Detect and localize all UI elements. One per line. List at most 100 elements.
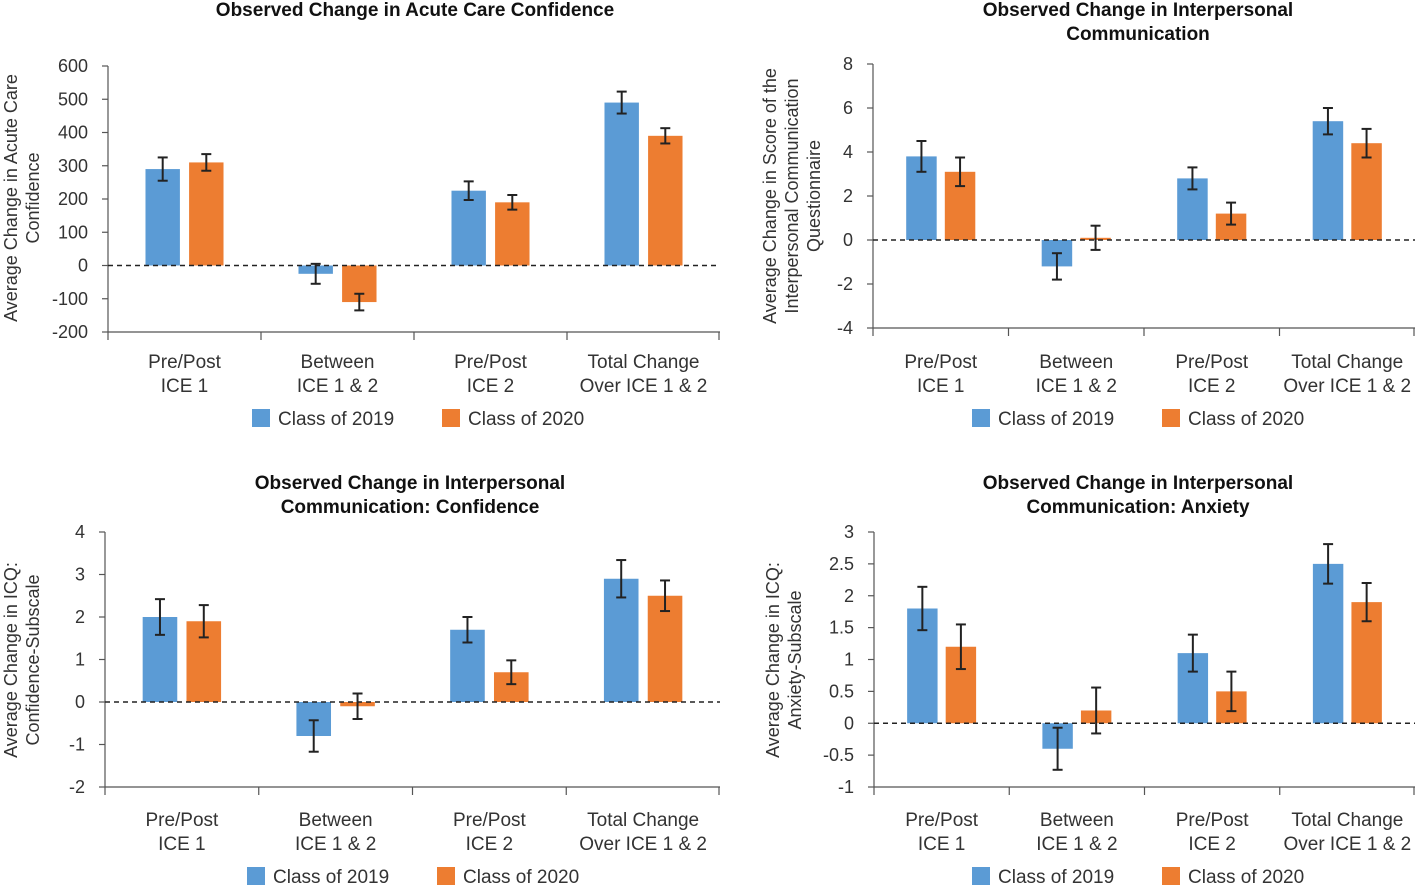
error-bar: [1090, 224, 1101, 251]
x-category-label: Pre/Post: [453, 810, 527, 831]
legend-label: Class of 2019: [998, 867, 1114, 888]
error-bar: [506, 659, 517, 686]
legend: Class of 2019 Class of 2020: [972, 867, 1304, 888]
error-bar: [916, 140, 927, 173]
error-bar: [1361, 127, 1372, 159]
x-category-label: Pre/Post: [1175, 352, 1249, 373]
x-category-label: ICE 2: [467, 376, 515, 397]
y-axis-label: Average Change in Acute Care: [1, 74, 21, 322]
y-tick-label: 6: [843, 98, 853, 118]
legend-swatch-class-2019: [972, 867, 990, 885]
chart-title: Communication: Anxiety: [1026, 497, 1250, 518]
x-category-label: Between: [1040, 810, 1114, 831]
legend: Class of 2019 Class of 2020: [252, 409, 584, 430]
legend-swatch-class-2020: [1162, 867, 1180, 885]
x-category-label: ICE 1 & 2: [1036, 834, 1117, 855]
x-category-label: ICE 1 & 2: [297, 376, 378, 397]
legend-label: Class of 2020: [1188, 867, 1304, 888]
error-bar: [1322, 107, 1333, 136]
y-tick-label: 300: [58, 156, 88, 176]
legend: Class of 2019 Class of 2020: [972, 409, 1304, 430]
x-category-label: Pre/Post: [1176, 810, 1250, 831]
y-axis-label: Confidence-Subscale: [23, 574, 43, 745]
error-bar: [1051, 252, 1062, 281]
y-tick-label: 2: [844, 586, 854, 606]
legend-label: Class of 2019: [998, 409, 1114, 430]
legend-label: Class of 2019: [278, 409, 394, 430]
x-category-label: ICE 1: [918, 834, 966, 855]
x-category-label: Between: [301, 352, 375, 373]
y-tick-label: 500: [58, 89, 88, 109]
x-category-label: ICE 2: [1188, 376, 1236, 397]
bar-class-2020: [1351, 602, 1382, 724]
chart-acute-care-confidence: Observed Change in Acute Care Confidence…: [1, 0, 720, 430]
x-category-label: Pre/Post: [148, 352, 222, 373]
chart-ic-confidence: Observed Change in Interpersonal Communic…: [1, 473, 720, 888]
error-bar: [1091, 686, 1102, 735]
x-category-label: Pre/Post: [904, 352, 978, 373]
x-category-label: Over ICE 1 & 2: [1283, 376, 1411, 397]
y-axis-label: Average Change in ICQ:: [1, 562, 21, 758]
error-bar: [1323, 543, 1334, 585]
y-tick-label: 100: [58, 222, 88, 242]
error-bar: [616, 90, 627, 115]
y-tick-label: 3: [75, 565, 85, 585]
legend-label: Class of 2019: [273, 867, 389, 888]
x-category-label: Pre/Post: [145, 810, 219, 831]
y-tick-label: -4: [837, 318, 853, 338]
bar-class-2020: [648, 135, 683, 266]
x-category-label: ICE 1: [161, 376, 209, 397]
y-tick-label: 600: [58, 56, 88, 76]
legend-swatch-class-2019: [252, 409, 270, 427]
error-bar: [462, 616, 473, 644]
error-bar: [310, 262, 321, 285]
x-category-label: Pre/Post: [454, 352, 528, 373]
x-category-label: ICE 1 & 2: [1036, 376, 1117, 397]
y-tick-label: 0: [844, 713, 854, 733]
y-tick-label: 0: [843, 230, 853, 250]
x-category-label: Over ICE 1 & 2: [580, 376, 708, 397]
legend: Class of 2019 Class of 2020: [247, 867, 579, 888]
y-tick-label: -100: [52, 289, 88, 309]
y-axis-label: Questionnaire: [804, 140, 824, 252]
legend-swatch-class-2020: [442, 409, 460, 427]
chart-title: Observed Change in Acute Care Confidence: [216, 0, 614, 21]
error-bar: [1187, 633, 1198, 673]
chart-interpersonal-communication: Observed Change in Interpersonal Communic…: [760, 0, 1415, 430]
x-category-label: Total Change: [587, 810, 699, 831]
chart-ic-anxiety: Observed Change in Interpersonal Communic…: [763, 473, 1415, 888]
x-category-label: ICE 1: [917, 376, 965, 397]
error-bar: [198, 604, 209, 639]
legend-swatch-class-2019: [247, 867, 265, 885]
y-tick-label: 0.5: [829, 681, 854, 701]
error-bar: [660, 579, 671, 613]
y-tick-label: 4: [843, 142, 853, 162]
x-category-label: ICE 1 & 2: [295, 834, 376, 855]
error-bar: [201, 153, 212, 172]
chart-title: Observed Change in Interpersonal: [255, 473, 565, 494]
y-tick-label: 200: [58, 189, 88, 209]
legend-swatch-class-2020: [437, 867, 455, 885]
y-tick-label: 0: [78, 256, 88, 276]
bar-class-2019: [1312, 563, 1344, 724]
y-tick-label: -0.5: [823, 745, 854, 765]
bar-class-2020: [189, 162, 224, 266]
error-bar: [1187, 166, 1198, 191]
x-category-label: Total Change: [1291, 810, 1403, 831]
y-tick-label: 2: [75, 607, 85, 627]
error-bar: [308, 719, 319, 753]
y-axis-label: Interpersonal Communication: [782, 78, 802, 313]
y-tick-label: 1.5: [829, 618, 854, 638]
chart-title: Communication: [1066, 24, 1210, 45]
chart-title: Communication: Confidence: [281, 497, 540, 518]
error-bar: [507, 194, 518, 211]
error-bar: [1226, 670, 1237, 713]
x-category-label: Total Change: [1291, 352, 1403, 373]
bar-class-2020: [647, 595, 683, 702]
x-category-label: Pre/Post: [905, 810, 979, 831]
error-bar: [157, 156, 168, 182]
x-category-label: ICE 2: [466, 834, 514, 855]
error-bar: [352, 692, 363, 720]
y-tick-label: 2.5: [829, 554, 854, 574]
y-tick-label: -2: [837, 274, 853, 294]
